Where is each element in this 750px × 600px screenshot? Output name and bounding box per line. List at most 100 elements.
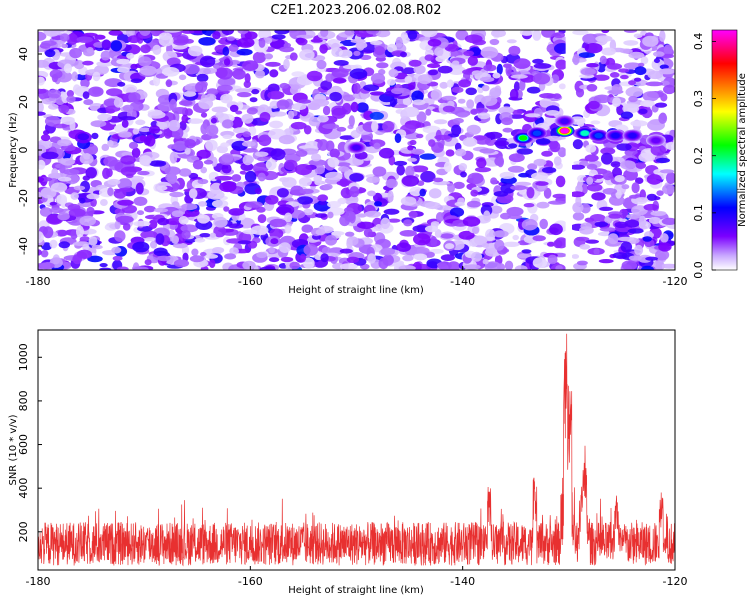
heatmap-cell xyxy=(387,43,397,53)
heatmap-cell xyxy=(278,242,291,254)
heatmap-cell xyxy=(645,256,658,261)
heatmap-cell xyxy=(503,241,520,247)
heatmap-cell xyxy=(569,164,585,170)
heatmap-cell xyxy=(101,39,112,50)
heatmap-cell xyxy=(59,33,70,42)
heatmap-cell xyxy=(113,97,124,108)
heatmap-cell xyxy=(536,201,550,209)
heatmap-cell xyxy=(345,231,355,237)
heatmap-cell xyxy=(252,51,266,64)
heatmap-cell xyxy=(139,65,157,76)
heatmap-cell xyxy=(38,191,42,199)
heatmap-cell xyxy=(79,153,94,165)
heatmap-cell xyxy=(638,215,647,228)
heatmap-cell xyxy=(284,212,293,223)
heatmap-cell xyxy=(585,144,597,153)
heatmap-cell xyxy=(209,259,216,269)
heatmap-cell xyxy=(493,191,508,197)
heatmap-cell xyxy=(107,140,114,147)
heatmap-cell xyxy=(470,189,479,197)
heatmap-cell xyxy=(244,31,258,40)
heatmap-cell xyxy=(612,252,628,259)
heatmap-cell xyxy=(327,201,342,208)
heatmap-cell xyxy=(572,202,584,214)
heatmap-cell xyxy=(474,236,488,246)
heatmap-cell xyxy=(122,222,131,231)
y-tick-label: 40 xyxy=(17,47,30,61)
heatmap-cell xyxy=(271,34,286,40)
heatmap-cell xyxy=(265,195,279,205)
heatmap-cell xyxy=(72,254,82,265)
heatmap-cell xyxy=(336,162,351,167)
heatmap-cell xyxy=(374,46,386,56)
heatmap-cell xyxy=(447,65,466,76)
heatmap-cell xyxy=(555,265,563,270)
heatmap-cell xyxy=(120,155,136,165)
heatmap-cell xyxy=(283,42,291,49)
heatmap-cell xyxy=(228,208,245,216)
heatmap-cell xyxy=(338,49,353,59)
heatmap-cell xyxy=(48,103,59,110)
heatmap-cell xyxy=(153,247,168,257)
heatmap-cell xyxy=(620,74,629,80)
heatmap-cell xyxy=(543,187,552,199)
heatmap-cell xyxy=(388,68,399,78)
heatmap-cell xyxy=(608,213,622,219)
heatmap-cell xyxy=(144,237,156,242)
heatmap-cell xyxy=(69,47,82,59)
heatmap-cell xyxy=(370,40,383,46)
heatmap-cell xyxy=(655,262,663,270)
heatmap-cell xyxy=(409,139,417,146)
heatmap-cell xyxy=(136,210,145,216)
heatmap-cell xyxy=(310,153,322,162)
heatmap-cell xyxy=(353,50,361,57)
heatmap-cell xyxy=(462,216,481,227)
heatmap-cell xyxy=(521,249,532,254)
heatmap-cell xyxy=(155,233,165,245)
heatmap-cell xyxy=(623,30,638,33)
heatmap-cell xyxy=(344,30,355,36)
heatmap-cell xyxy=(290,121,307,130)
heatmap-cell xyxy=(157,255,171,262)
heatmap-cell xyxy=(88,86,104,97)
snr-y-label: SNR (10 * v/v) xyxy=(8,414,19,485)
heatmap-cell xyxy=(642,35,659,47)
heatmap-cell xyxy=(132,128,139,135)
heatmap-cell xyxy=(43,130,50,136)
heatmap-cell xyxy=(597,231,612,237)
heatmap-cell xyxy=(183,38,194,44)
heatmap-cell xyxy=(624,219,640,228)
colorbar-tick-label: 0.2 xyxy=(692,147,705,165)
heatmap-cell xyxy=(169,151,178,164)
heatmap-cell xyxy=(653,51,665,57)
heatmap-cell xyxy=(466,124,481,135)
heatmap-cell xyxy=(398,265,416,270)
heatmap-cell xyxy=(87,255,103,263)
heatmap-cell xyxy=(322,183,333,190)
heatmap-cell xyxy=(444,44,459,52)
heatmap-cell xyxy=(434,229,442,238)
heatmap-cell xyxy=(581,183,588,195)
heatmap-cell xyxy=(157,217,170,226)
heatmap-cell xyxy=(217,84,233,92)
heatmap-cell xyxy=(198,37,216,46)
heatmap-cell xyxy=(276,99,290,110)
heatmap-cell xyxy=(481,84,490,92)
heatmap-cell xyxy=(228,223,244,229)
heatmap-cell xyxy=(341,102,352,115)
heatmap-cell xyxy=(614,175,625,183)
heatmap-cell xyxy=(599,55,607,65)
heatmap-cell xyxy=(647,70,664,80)
heatmap-cell xyxy=(455,148,467,157)
heatmap-cell xyxy=(58,104,70,114)
heatmap-cell xyxy=(213,216,228,228)
heatmap-cell xyxy=(308,159,327,167)
heatmap-cell xyxy=(617,236,635,242)
heatmap-cell xyxy=(57,139,72,147)
heatmap-cell xyxy=(148,219,158,229)
heatmap-cell xyxy=(409,186,423,197)
snr-line xyxy=(38,333,675,567)
heatmap-cell xyxy=(446,79,454,88)
heatmap-cell xyxy=(149,30,163,37)
